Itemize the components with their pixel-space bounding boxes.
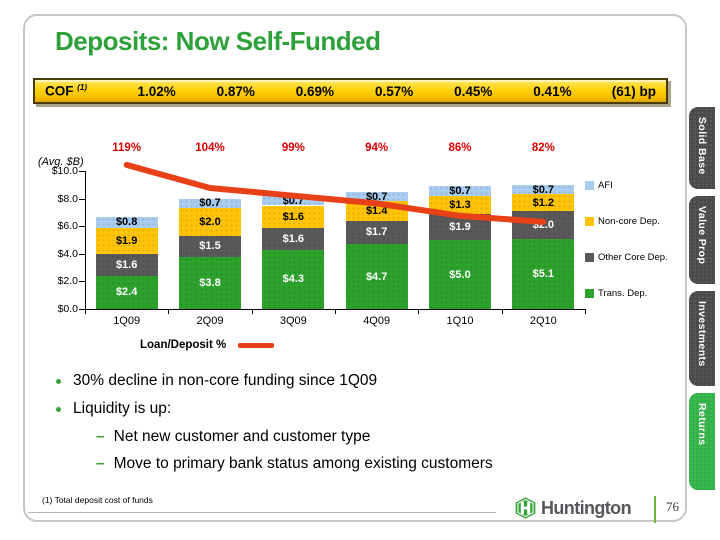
bullet-dot [56, 378, 61, 384]
bullet-item: – Move to primary bank status among exist… [96, 455, 656, 473]
slide-footnote: (1) Total deposit cost of funds [42, 495, 153, 505]
bullet-item: 30% decline in non-core funding since 1Q… [56, 372, 656, 390]
cof-value-4q09: 0.57% [374, 83, 414, 99]
bullet-text: 30% decline in non-core funding since 1Q… [73, 372, 378, 389]
bullet-item: Liquidity is up: [56, 400, 656, 418]
page-title: Deposits: Now Self-Funded [55, 26, 381, 56]
cof-value-1q10: 0.45% [454, 83, 493, 99]
bullet-dash: – [96, 428, 105, 445]
bullet-list: 30% decline in non-core funding since 1Q… [40, 372, 656, 482]
footer-divider [28, 512, 496, 513]
tab-value-prop[interactable]: Value Prop [689, 196, 715, 284]
huntington-hexagon-icon [515, 497, 536, 519]
bullet-text: Liquidity is up: [73, 400, 172, 417]
page-number-divider [654, 496, 656, 523]
huntington-logo-text: Huntington [541, 497, 632, 518]
bullet-dot [56, 406, 61, 412]
cof-footnote-marker: (1) [77, 83, 88, 93]
cof-label: COF (1) [45, 83, 117, 99]
cof-values: 1.02% 0.87% 0.69% 0.57% 0.45% 0.41% [117, 84, 592, 99]
bullet-text: Move to primary bank status among existi… [113, 455, 493, 472]
cof-value-2q09: 0.87% [216, 83, 255, 99]
huntington-logo: Huntington [514, 496, 632, 520]
cof-value-1q09: 1.02% [137, 83, 176, 99]
tab-investments[interactable]: Investments [689, 291, 715, 386]
cof-value-3q09: 0.69% [295, 83, 335, 99]
tab-returns[interactable]: Returns [689, 393, 715, 490]
cof-change-value: (61) bp [611, 83, 656, 99]
page-number: 76 [666, 499, 679, 514]
tab-solid-base[interactable]: Solid Base [689, 107, 715, 189]
cof-banner: COF (1) 1.02% 0.87% 0.69% 0.57% 0.45% 0.41% (… [33, 78, 668, 104]
bullet-dash: – [96, 455, 105, 472]
cof-value-2q10: 0.41% [533, 83, 572, 99]
bullet-item: – Net new customer and customer type [96, 428, 656, 446]
bullet-text: Net new customer and customer type [113, 428, 371, 445]
cof-label-text: COF [45, 83, 74, 99]
